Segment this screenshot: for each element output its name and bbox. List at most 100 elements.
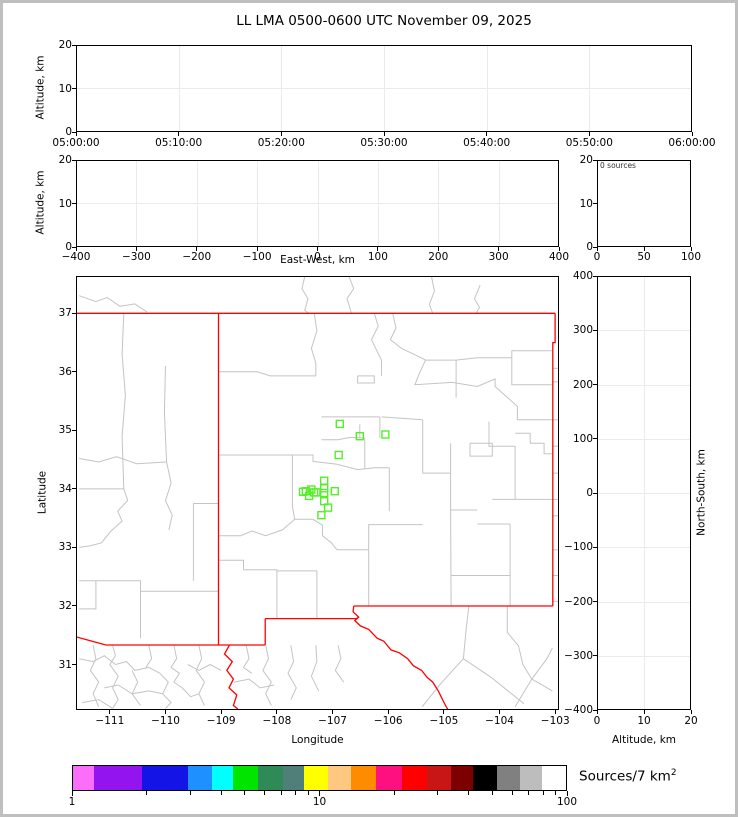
boundary-line [463, 658, 525, 705]
boundary-line [170, 645, 183, 689]
x-tick-label: 05:10:00 [155, 137, 203, 149]
boundary-line [164, 461, 173, 531]
colorbar-title: Sources/7 km2 [579, 768, 677, 785]
boundary-line [515, 432, 553, 455]
axis-tick [72, 488, 76, 490]
colorbar-block [282, 766, 304, 790]
boundary-line [346, 277, 355, 314]
boundary-line [265, 616, 360, 620]
boundary-line [462, 605, 470, 659]
boundary-line [242, 645, 253, 674]
boundary-line [79, 580, 219, 592]
figure-title: LL LMA 0500-0600 UTC November 09, 2025 [236, 13, 532, 29]
x-tick-label: 05:00:00 [52, 137, 100, 149]
axis-tick [593, 159, 597, 161]
source-marker [355, 431, 364, 441]
axis-tick [72, 88, 76, 89]
colorbar-block [328, 766, 352, 790]
boundary-line [370, 313, 382, 376]
y-tick-label: 33 [58, 541, 72, 554]
x-tick-label: −109 [206, 715, 236, 727]
source-marker [335, 419, 344, 429]
boundary-line [301, 277, 310, 314]
colorbar-block [188, 766, 213, 790]
boundary-line [89, 645, 100, 707]
axis-tick [486, 132, 488, 136]
map-canvas [77, 277, 558, 709]
y-tick-label: 100 [572, 432, 593, 445]
boundary-line [473, 285, 481, 314]
y-tick-label: 10 [58, 197, 72, 210]
colorbar-block [497, 766, 521, 790]
boundary-line [233, 678, 275, 689]
ns-height-xlabel: Altitude, km [611, 734, 676, 746]
y-tick-label: −200 [564, 595, 593, 608]
boundary-line [195, 645, 206, 706]
boundary-line [104, 684, 163, 695]
axis-tick [593, 203, 597, 204]
source-marker [323, 503, 333, 512]
colorbar-block [212, 766, 234, 790]
axis-tick [593, 275, 597, 277]
boundary-line [531, 647, 553, 680]
x-tick-label: 05:30:00 [360, 137, 408, 149]
boundary-line [514, 678, 533, 707]
axis-tick [189, 791, 191, 795]
source-marker [381, 430, 390, 439]
axis-tick [393, 791, 395, 795]
axis-tick [280, 791, 282, 795]
axis-tick [72, 664, 76, 665]
northsouth-height-panel [597, 276, 691, 710]
density-colorbar [72, 765, 567, 791]
axis-tick [317, 247, 318, 251]
boundary-line [516, 406, 553, 421]
source-count-annotation: 0 sources [600, 161, 636, 170]
axis-tick [691, 132, 693, 136]
axis-tick [196, 247, 198, 251]
boundary-line [262, 645, 272, 706]
x-tick-label: −106 [373, 715, 403, 727]
axis-tick [566, 791, 568, 796]
colorbar-block [93, 766, 142, 790]
lightning-sources-layer [298, 419, 390, 520]
colorbar-block [141, 766, 189, 790]
colorbar-block [401, 766, 427, 790]
axis-tick [71, 791, 73, 796]
axis-tick [72, 159, 76, 161]
x-tick-label: 50 [637, 251, 651, 263]
colorbar-block [257, 766, 283, 790]
boundary-line [291, 455, 296, 520]
source-marker [330, 486, 340, 496]
axis-tick [498, 247, 500, 251]
axis-tick [555, 791, 557, 795]
y-tick-label: 200 [572, 378, 593, 391]
gridline [598, 601, 690, 603]
y-tick-label: 0 [586, 487, 593, 499]
axis-tick [72, 605, 76, 607]
y-tick-label: 32 [58, 599, 72, 612]
axis-tick [593, 492, 597, 494]
boundary-line [334, 645, 345, 683]
x-tick-label: −103 [540, 715, 570, 727]
axis-tick [596, 247, 598, 251]
axis-tick [643, 710, 645, 714]
x-tick-label: 05:20:00 [257, 137, 305, 149]
x-tick-label: 100 [680, 251, 702, 263]
source-marker [304, 491, 314, 501]
colorbar-block [73, 766, 94, 790]
axis-tick [178, 132, 180, 136]
boundary-line [531, 678, 553, 692]
axis-tick [109, 710, 111, 714]
axis-tick [558, 247, 560, 251]
boundary-line [187, 663, 222, 671]
x-tick-label: 10 [312, 796, 327, 808]
axis-tick [72, 246, 76, 248]
axis-tick [387, 710, 389, 714]
colorbar-block [426, 766, 451, 790]
x-tick-label: −108 [262, 715, 292, 727]
boundary-line [389, 313, 426, 361]
source-marker [317, 510, 326, 520]
axis-tick [244, 791, 246, 795]
boundary-line [414, 359, 518, 407]
